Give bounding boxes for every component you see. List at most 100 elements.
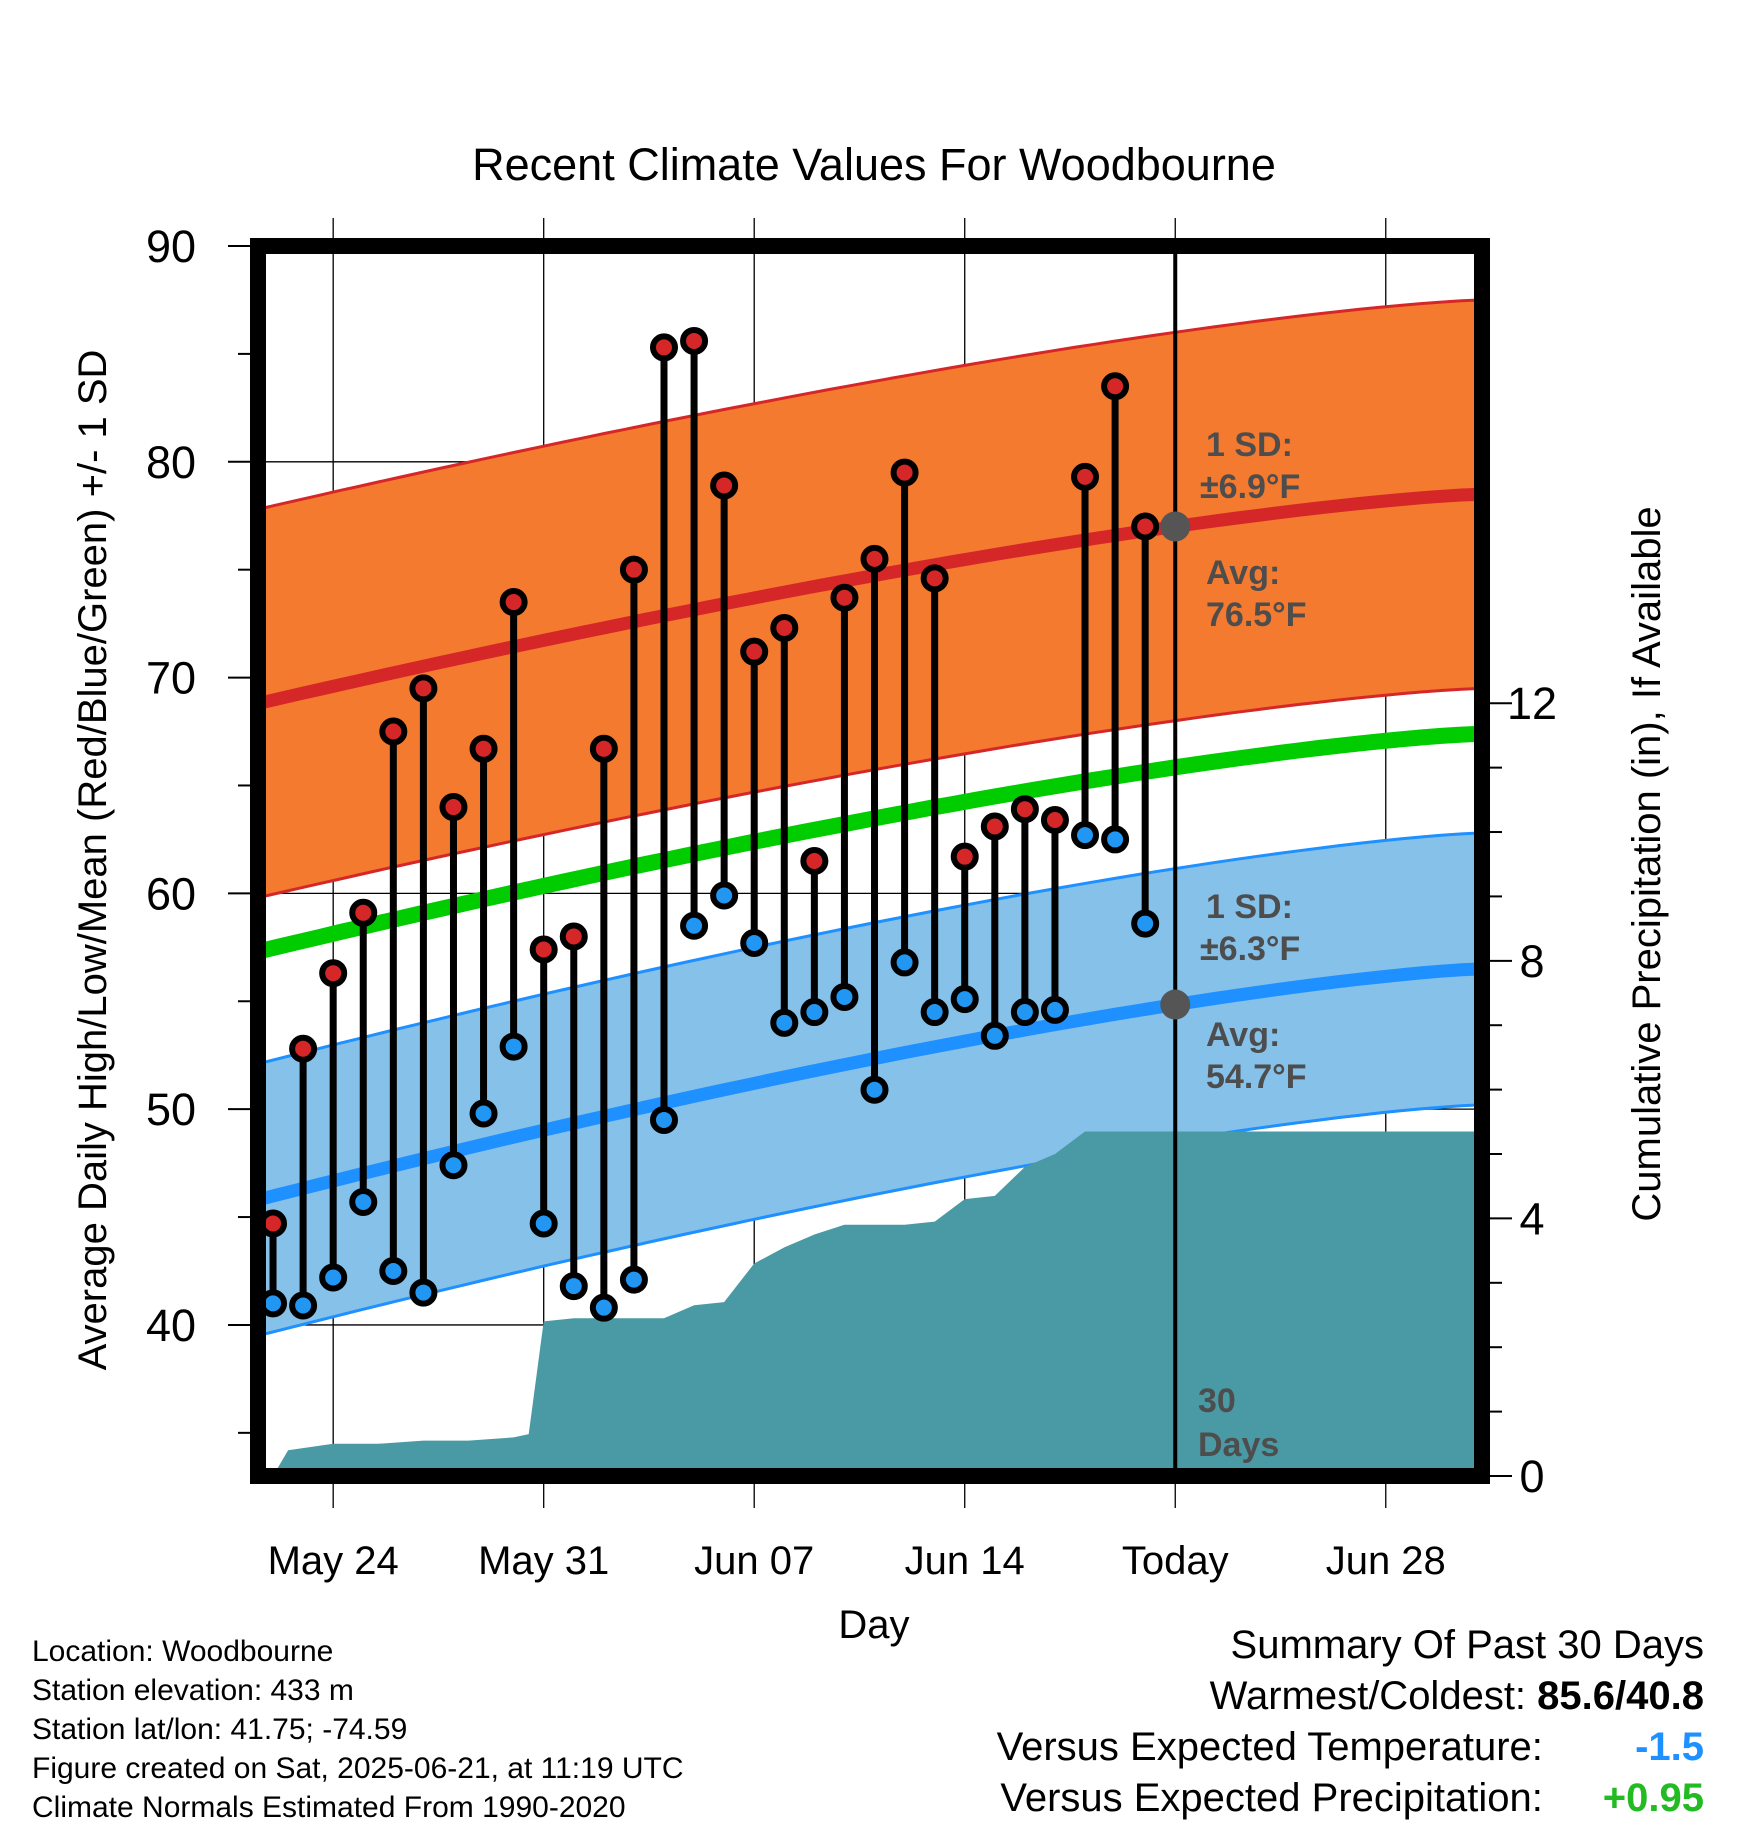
low-avg-label: Avg: <box>1206 1016 1280 1054</box>
y2-tick-label: 12 <box>1507 678 1557 729</box>
summary-heading: Summary Of Past 30 Days <box>1230 1623 1704 1667</box>
daily-low-point <box>860 1075 889 1104</box>
high-sd-label: 1 SD: <box>1206 426 1293 464</box>
daily-low-point <box>1040 995 1069 1024</box>
daily-high-point <box>980 812 1009 841</box>
station-info: Location: Woodbourne Station elevation: … <box>32 1632 684 1827</box>
daily-high-point <box>379 717 408 746</box>
daily-high-point <box>529 935 558 964</box>
low-sd-label: 1 SD: <box>1206 888 1293 926</box>
high-avg-value: 76.5°F <box>1206 596 1307 634</box>
daily-high-point <box>319 959 348 988</box>
temp-value: -1.5 <box>1635 1725 1704 1769</box>
x-axis-label: Day <box>838 1603 909 1647</box>
chart-title: Recent Climate Values For Woodbourne <box>472 139 1276 190</box>
daily-low-point <box>349 1187 378 1216</box>
summary-panel: Summary Of Past 30 Days Warmest/Coldest:… <box>997 1620 1704 1824</box>
daily-high-point <box>619 555 648 584</box>
daily-high-point <box>1010 795 1039 824</box>
y-tick-label: 50 <box>146 1084 196 1135</box>
daily-high-point <box>349 898 378 927</box>
daily-high-point <box>920 564 949 593</box>
daily-low-point <box>830 982 859 1011</box>
x-tick-label: May 24 <box>268 1539 399 1583</box>
daily-low-point <box>1071 821 1100 850</box>
y2-tick-label: 8 <box>1519 936 1544 987</box>
low-band-lower-edge <box>258 1103 1482 1338</box>
precip-label: Versus Expected Precipitation: <box>1000 1776 1543 1820</box>
daily-low-point <box>710 881 739 910</box>
daily-high-point <box>680 326 709 355</box>
days-label-number: 30 <box>1198 1382 1236 1420</box>
daily-low-point <box>589 1293 618 1322</box>
normals-text: Climate Normals Estimated From 1990-2020 <box>32 1791 626 1824</box>
high-sd-value: ±6.9°F <box>1200 468 1300 506</box>
high-band-lower-edge <box>258 686 1482 900</box>
daily-high-point <box>1101 372 1130 401</box>
low-normal-line <box>258 962 1482 1207</box>
daily-low-point <box>800 998 829 1027</box>
daily-low-point <box>559 1272 588 1301</box>
y-tick-label: 60 <box>146 868 196 919</box>
daily-high-point <box>499 588 528 617</box>
today-high-normal-marker <box>1160 511 1191 542</box>
daily-high-point <box>589 734 618 763</box>
daily-high-point <box>1131 512 1160 541</box>
x-tick-label: Jun 07 <box>694 1539 814 1583</box>
daily-low-point <box>499 1032 528 1061</box>
daily-high-point <box>439 793 468 822</box>
daily-low-point <box>680 911 709 940</box>
y-tick-label: 70 <box>146 653 196 704</box>
daily-low-point <box>289 1291 318 1320</box>
today-low-normal-marker <box>1160 989 1191 1020</box>
low-band-upper-edge <box>258 831 1482 1066</box>
created-text: Figure created on Sat, 2025-06-21, at 11… <box>32 1752 684 1785</box>
daily-high-point <box>1040 806 1069 834</box>
summary-warmest-row: Warmest/Coldest: 85.6/40.8 <box>997 1671 1704 1722</box>
daily-high-point <box>740 637 769 666</box>
x-tick-label: Today <box>1122 1539 1229 1583</box>
daily-low-point <box>980 1021 1009 1050</box>
warmest-label: Warmest/Coldest: <box>1209 1674 1527 1718</box>
daily-low-point <box>619 1265 648 1294</box>
daily-low-point <box>1131 909 1160 938</box>
high-band-upper-edge <box>258 298 1482 511</box>
daily-low-point <box>379 1257 408 1285</box>
daily-low-point <box>1101 825 1130 854</box>
low-sd-value: ±6.3°F <box>1200 930 1300 968</box>
low-avg-value: 54.7°F <box>1206 1058 1307 1096</box>
y-axis-label: Average Daily High/Low/Mean (Red/Blue/Gr… <box>71 350 115 1371</box>
daily-high-point <box>289 1034 318 1063</box>
daily-low-point <box>529 1209 558 1238</box>
daily-high-point <box>950 842 979 871</box>
y2-axis-label: Cumulative Precipitation (in), If Availa… <box>1625 506 1669 1221</box>
y2-tick-label: 0 <box>1519 1451 1544 1502</box>
daily-low-point <box>409 1278 438 1307</box>
summary-temp-row: Versus Expected Temperature: -1.5 <box>997 1722 1704 1773</box>
daily-high-point <box>860 544 889 573</box>
precip-value: +0.95 <box>1602 1776 1704 1820</box>
mean-normal-line <box>258 725 1482 960</box>
high-normal-line <box>258 487 1482 710</box>
x-tick-label: Jun 14 <box>905 1539 1025 1583</box>
daily-high-point <box>800 847 829 875</box>
days-label-text: Days <box>1198 1426 1279 1464</box>
warmest-value: 85.6/40.8 <box>1537 1674 1704 1718</box>
daily-high-point <box>409 674 438 703</box>
y2-tick-label: 4 <box>1519 1193 1544 1244</box>
daily-low-point <box>770 1008 799 1037</box>
daily-high-point <box>770 613 799 642</box>
daily-high-point <box>710 471 739 500</box>
summary-precip-row: Versus Expected Precipitation: +0.95 <box>997 1773 1704 1824</box>
daily-high-point <box>469 734 498 763</box>
temp-label: Versus Expected Temperature: <box>996 1725 1543 1769</box>
daily-low-point <box>439 1151 468 1180</box>
y-tick-label: 40 <box>146 1300 196 1351</box>
daily-low-point <box>469 1099 498 1128</box>
daily-low-point <box>740 929 769 957</box>
daily-high-point <box>890 458 919 487</box>
plot-frame <box>250 238 1490 1484</box>
elevation-text: Station elevation: 433 m <box>32 1674 354 1707</box>
high-avg-label: Avg: <box>1206 554 1280 592</box>
